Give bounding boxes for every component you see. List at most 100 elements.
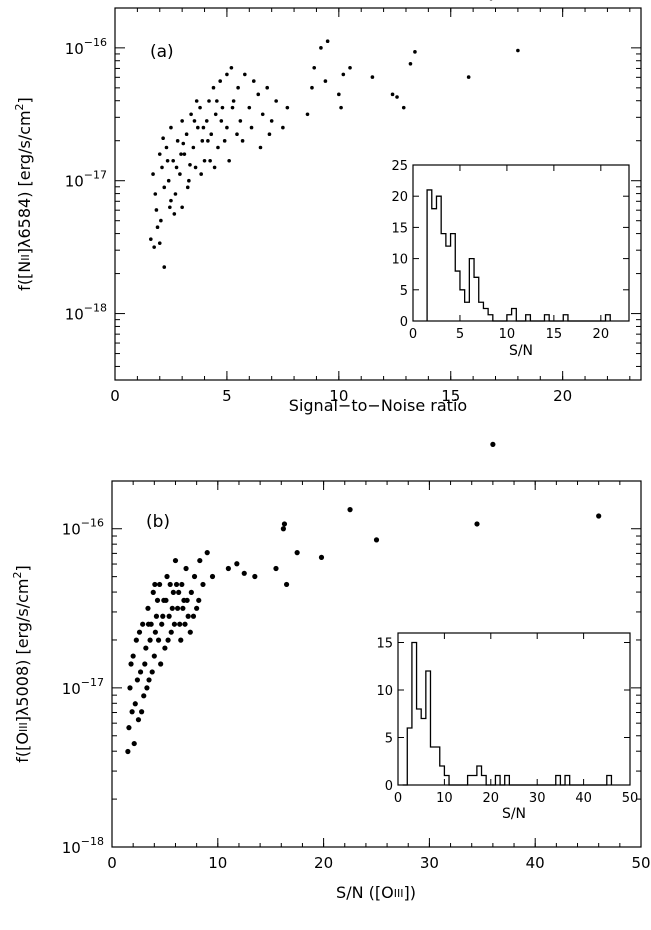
scatter-point xyxy=(162,645,168,651)
scatter-point xyxy=(225,565,231,572)
inset-y-tick-label: 5 xyxy=(385,732,393,747)
scatter-point xyxy=(168,205,172,210)
scatter-point xyxy=(151,653,157,659)
scatter-point xyxy=(172,212,177,216)
y-tick-label: 10−17 xyxy=(65,169,107,191)
scatter-point xyxy=(212,165,217,170)
scatter-point xyxy=(153,613,160,619)
y-tick-label: 10−18 xyxy=(65,302,107,324)
panel-a-scatter-series xyxy=(149,0,520,269)
scatter-point xyxy=(177,621,183,627)
scatter-point xyxy=(189,112,193,117)
scatter-point xyxy=(281,125,285,130)
panel-b-y-axis: 10−18 10−17 10−16 xyxy=(62,517,641,857)
scatter-point xyxy=(132,701,138,707)
inset-x-tick-label: 10 xyxy=(499,327,516,342)
scatter-point xyxy=(136,629,143,635)
scatter-point xyxy=(162,265,167,269)
scatter-point xyxy=(206,139,210,143)
scatter-point xyxy=(184,132,189,137)
inset-y-tick-label: 10 xyxy=(376,684,393,699)
scatter-point xyxy=(153,192,158,196)
scatter-point xyxy=(187,178,191,183)
scatter-point xyxy=(474,521,480,527)
scatter-point xyxy=(188,162,192,167)
inset-x-tick-label: 5 xyxy=(456,327,464,342)
scatter-point xyxy=(145,621,152,627)
scatter-point xyxy=(235,132,239,137)
scatter-point xyxy=(155,225,160,230)
x-tick-label: 5 xyxy=(222,387,232,405)
inset-x-tick-label: 15 xyxy=(546,327,563,342)
scatter-point xyxy=(159,218,163,223)
scatter-point xyxy=(323,79,328,83)
scatter-point xyxy=(225,125,229,130)
inset-x-tick-label: 0 xyxy=(394,791,402,806)
scatter-point xyxy=(208,158,212,163)
scatter-point xyxy=(161,136,165,140)
panel-a-y-label-main: f([N xyxy=(15,261,34,291)
scatter-point xyxy=(154,208,159,212)
scatter-point xyxy=(490,441,496,447)
scatter-point xyxy=(157,241,162,245)
scatter-point xyxy=(151,172,155,176)
x-tick-label: 10 xyxy=(208,854,227,872)
scatter-point xyxy=(260,112,265,117)
y-tick-label: 10−17 xyxy=(62,676,104,698)
x-tick-label: 20 xyxy=(314,854,333,872)
scatter-point xyxy=(194,605,200,611)
scatter-point xyxy=(157,152,162,156)
scatter-point xyxy=(174,165,179,170)
scatter-point xyxy=(158,661,164,667)
scatter-point xyxy=(125,748,131,755)
scatter-point xyxy=(140,621,146,627)
inset-y-tick-label: 15 xyxy=(391,221,408,236)
panel-b-label: (b) xyxy=(146,512,170,532)
scatter-point xyxy=(213,112,218,117)
panel-b-y-label-line: ]λ5008) [erg/s/cm xyxy=(13,579,32,723)
panel-a-inset-y-axis: 0 5 10 15 20 25 xyxy=(391,159,629,330)
inset-y-tick-label: 20 xyxy=(391,190,408,205)
scatter-point xyxy=(395,95,399,99)
scatter-point xyxy=(312,65,317,70)
scatter-point xyxy=(142,661,148,667)
scatter-point xyxy=(269,119,274,123)
panel-b-scatter-series xyxy=(125,441,602,755)
panel-b-x-label-end: ]) xyxy=(403,883,415,902)
scatter-point xyxy=(169,605,175,611)
panel-a-y-axis: 10−18 10−17 10−16 xyxy=(65,36,641,367)
scatter-point xyxy=(215,99,219,103)
scatter-point xyxy=(145,605,151,611)
scatter-point xyxy=(129,709,135,715)
panel-a-inset-histogram xyxy=(426,189,611,322)
scatter-point xyxy=(175,139,180,143)
scatter-point xyxy=(201,125,206,130)
scatter-point xyxy=(169,198,173,203)
scatter-point xyxy=(193,165,198,170)
inset-x-tick-label: 40 xyxy=(575,791,592,806)
scatter-point xyxy=(152,581,158,588)
scatter-point xyxy=(171,621,178,627)
scatter-point xyxy=(256,92,261,97)
scatter-point xyxy=(238,119,243,123)
scatter-point xyxy=(135,717,142,723)
scatter-point xyxy=(149,237,153,241)
panel-a-inset: 0 5 10 15 20 0 5 10 15 20 25 S/N xyxy=(391,159,630,359)
panel-b-x-axis-label: S/N ([OIII]) xyxy=(336,883,416,902)
y-tick-label: 10−16 xyxy=(62,517,104,539)
x-tick-label: 0 xyxy=(110,387,120,405)
scatter-point xyxy=(172,557,179,564)
panel-b-inset-histogram xyxy=(402,641,613,786)
inset-x-tick-label: 10 xyxy=(436,791,453,806)
y-tick-label: 10−16 xyxy=(65,36,107,58)
scatter-point xyxy=(171,158,175,163)
scatter-point xyxy=(149,669,155,675)
scatter-point xyxy=(126,725,132,731)
scatter-point xyxy=(373,537,380,543)
scatter-point xyxy=(196,125,200,130)
scatter-point xyxy=(190,613,197,619)
inset-x-tick-label: 0 xyxy=(409,327,417,342)
scatter-point xyxy=(234,561,240,567)
scatter-point xyxy=(183,565,189,572)
